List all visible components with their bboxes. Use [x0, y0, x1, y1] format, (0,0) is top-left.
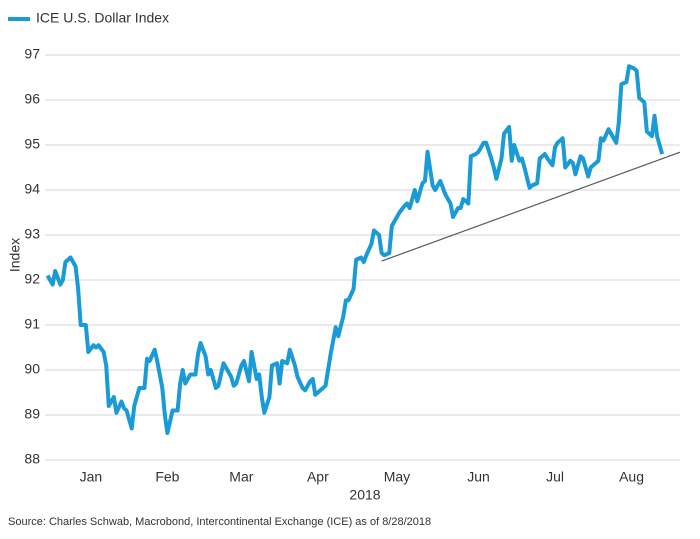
y-tick-label: 92: [24, 271, 40, 287]
y-tick-label: 96: [24, 91, 40, 107]
x-tick-label: Feb: [155, 469, 179, 485]
legend-label: ICE U.S. Dollar Index: [36, 10, 169, 26]
y-tick-label: 95: [24, 136, 40, 152]
y-tick-label: 88: [24, 451, 40, 467]
trend-line: [381, 151, 681, 262]
source-note: Source: Charles Schwab, Macrobond, Inter…: [8, 516, 431, 528]
x-tick-label: Aug: [619, 469, 644, 485]
y-tick-label: 89: [24, 406, 40, 422]
y-axis-label: Index: [7, 238, 23, 272]
x-tick-label: Mar: [229, 469, 253, 485]
y-tick-label: 91: [24, 316, 40, 332]
y-tick-label: 94: [24, 181, 40, 197]
x-tick-label: Apr: [307, 469, 329, 485]
data-line: [45, 64, 665, 435]
x-tick-label: Jul: [546, 469, 564, 485]
x-tick-label: Jun: [467, 469, 490, 485]
x-axis-label: 2018: [349, 487, 380, 503]
y-tick-label: 97: [24, 46, 40, 62]
x-tick-label: May: [384, 469, 410, 485]
y-tick-label: 90: [24, 361, 40, 377]
x-tick-label: Jan: [80, 469, 103, 485]
y-tick-label: 93: [24, 226, 40, 242]
